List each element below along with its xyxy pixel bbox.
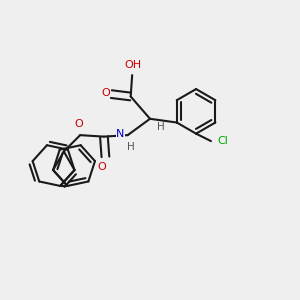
Text: N: N: [116, 129, 125, 139]
Text: H: H: [157, 122, 164, 132]
Text: H: H: [128, 142, 135, 152]
Text: Cl: Cl: [218, 136, 228, 146]
Text: OH: OH: [124, 60, 141, 70]
Text: O: O: [74, 119, 83, 129]
Text: O: O: [97, 162, 106, 172]
Text: O: O: [102, 88, 110, 98]
